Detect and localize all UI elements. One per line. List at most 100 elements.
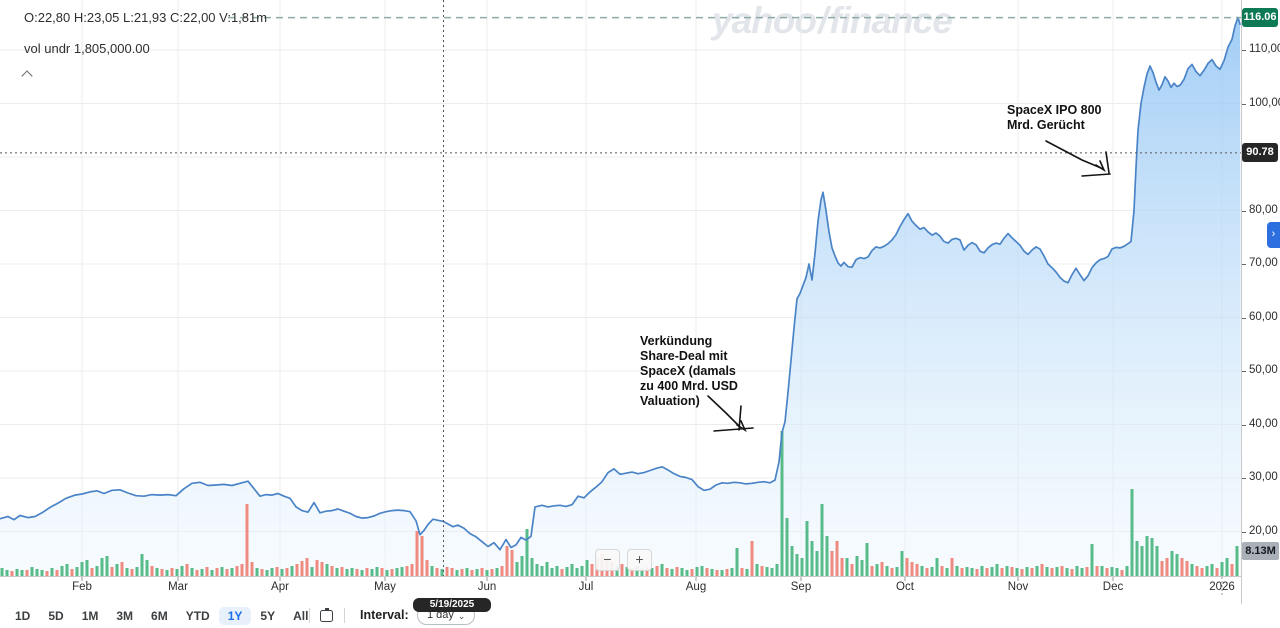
volume-bar xyxy=(1095,566,1099,576)
volume-bar xyxy=(870,566,874,576)
volume-bar xyxy=(1195,566,1199,576)
volume-bar xyxy=(405,566,409,576)
volume-bar xyxy=(995,564,999,576)
volume-bar xyxy=(580,566,584,576)
volume-bar xyxy=(1140,546,1144,576)
price-axis-tick xyxy=(1242,424,1246,426)
toolbar-divider xyxy=(309,608,310,623)
range-button-1d[interactable]: 1D xyxy=(15,609,31,623)
volume-bar xyxy=(855,556,859,576)
volume-bar xyxy=(545,562,549,576)
volume-bar xyxy=(1145,536,1149,576)
volume-bar xyxy=(755,564,759,576)
price-axis-tick xyxy=(1242,50,1246,51)
volume-bar xyxy=(80,562,84,576)
range-button-6m[interactable]: 6M xyxy=(151,609,168,623)
yahoo-finance-watermark: yahoo/finance xyxy=(712,0,953,42)
time-axis-label: 2026 xyxy=(1209,581,1235,593)
volume-bar xyxy=(1135,541,1139,576)
volume-bar xyxy=(640,568,644,576)
last-price-badge: 116.06 xyxy=(1242,8,1278,27)
range-button-1m[interactable]: 1M xyxy=(81,609,99,623)
volume-bar xyxy=(240,564,244,576)
price-chart-canvas[interactable] xyxy=(0,0,1241,604)
range-button-5y[interactable]: 5Y xyxy=(260,609,276,623)
price-axis-label: 60,00 xyxy=(1249,310,1278,323)
volume-bar xyxy=(125,568,129,576)
volume-bar xyxy=(780,431,784,576)
volume-bar xyxy=(1200,568,1204,576)
watermark-finance: finance xyxy=(829,0,953,41)
calendar-button[interactable] xyxy=(320,608,333,622)
volume-bar xyxy=(500,566,504,576)
annotation-arrow xyxy=(1045,140,1111,177)
volume-bar xyxy=(1235,546,1239,576)
volume-bar xyxy=(65,564,69,576)
time-axis-label: Sep xyxy=(790,581,812,593)
volume-bar xyxy=(1175,554,1179,576)
volume-bar xyxy=(75,567,79,576)
volume-bar xyxy=(295,564,299,576)
volume-bar xyxy=(1025,567,1029,576)
range-button-5d[interactable]: 5D xyxy=(48,609,64,623)
volume-bar xyxy=(970,568,974,576)
expand-panel-chevron-button[interactable]: › xyxy=(1267,222,1280,248)
crosshair-date-badge: 5/19/2025 xyxy=(413,598,491,612)
price-area-fill xyxy=(0,17,1241,576)
interval-label: Interval: xyxy=(360,608,409,622)
volume-bar xyxy=(1150,538,1154,576)
range-button-all[interactable]: All xyxy=(293,609,309,623)
volume-bar xyxy=(445,567,449,576)
volume-bar xyxy=(1075,566,1079,576)
volume-bar xyxy=(1230,564,1234,576)
range-button-3m[interactable]: 3M xyxy=(116,609,134,623)
volume-bar xyxy=(1005,566,1009,576)
volume-bar xyxy=(385,570,389,576)
volume-bar xyxy=(950,558,954,576)
volume-bar xyxy=(105,556,109,576)
volume-bar xyxy=(420,536,424,576)
volume-bar xyxy=(1165,558,1169,576)
price-axis-tick xyxy=(1242,210,1246,212)
zoom-in-button[interactable]: + xyxy=(627,549,652,571)
volume-bar xyxy=(410,564,414,576)
volume-bar xyxy=(1115,568,1119,576)
volume-bar xyxy=(730,568,734,576)
volume-bar xyxy=(1110,567,1114,576)
volume-bar xyxy=(325,564,329,576)
volume-bar xyxy=(1125,566,1129,576)
volume-bar xyxy=(400,567,404,576)
volume-bar xyxy=(785,518,789,576)
volume-bar xyxy=(1120,570,1124,576)
volume-bar xyxy=(1185,561,1189,576)
annotation-share-deal: Verkündung Share-Deal mit SpaceX (damals… xyxy=(640,334,738,408)
volume-bar xyxy=(1220,562,1224,576)
volume-bar xyxy=(710,569,714,576)
volume-bar xyxy=(715,570,719,576)
volume-bar xyxy=(115,564,119,576)
volume-bar xyxy=(55,570,59,576)
volume-bar xyxy=(1040,564,1044,576)
volume-bar xyxy=(675,567,679,576)
volume-bar xyxy=(1015,568,1019,576)
price-axis[interactable]: 110,00 100,00 80,00 70,00 60,00 50,00 40,00 30,… xyxy=(1241,0,1280,604)
volume-bar xyxy=(1225,558,1229,576)
volume-bar xyxy=(475,569,479,576)
volume-bar xyxy=(770,568,774,576)
range-button-ytd[interactable]: YTD xyxy=(185,609,210,623)
volume-bar xyxy=(1010,567,1014,576)
time-axis-label: Jun xyxy=(477,581,497,593)
volume-bar xyxy=(1060,566,1064,576)
bottom-toolbar: 1D 5D 1M 3M 6M YTD 1Y 5Y All Interval: 1 day ⌄ xyxy=(0,604,1280,628)
legend-collapse-chevron-icon[interactable] xyxy=(23,70,33,78)
volume-bar xyxy=(925,568,929,576)
volume-bar xyxy=(1170,551,1174,576)
watermark-separator: / xyxy=(817,0,828,41)
volume-bar xyxy=(965,567,969,576)
time-axis-label: Mar xyxy=(168,581,188,593)
volume-bar xyxy=(830,551,834,576)
range-button-1y[interactable]: 1Y xyxy=(218,607,252,625)
volume-bar xyxy=(735,548,739,576)
zoom-out-button[interactable]: − xyxy=(595,549,620,571)
volume-bar xyxy=(510,550,514,576)
